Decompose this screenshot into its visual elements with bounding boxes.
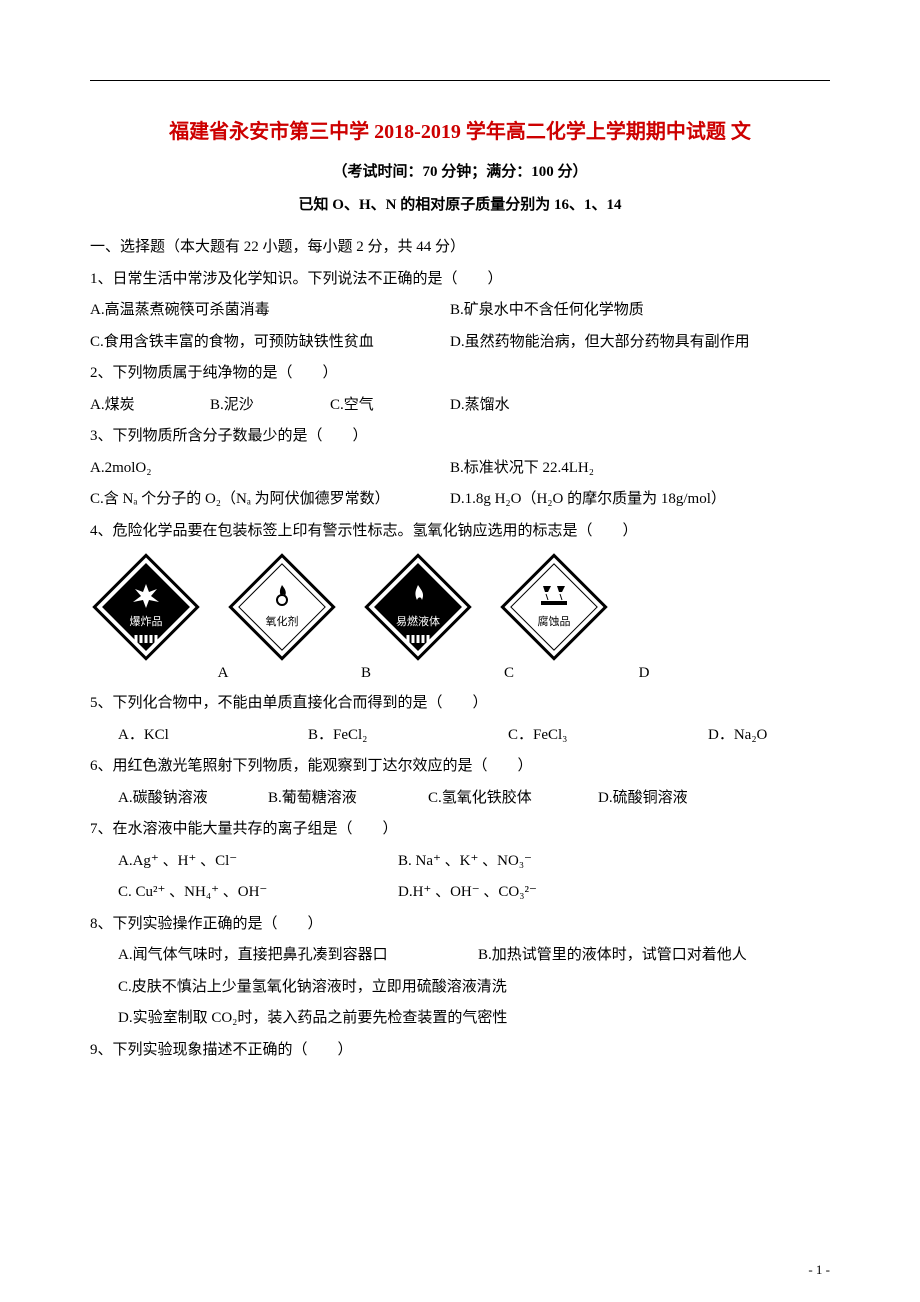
hazard-a: 爆炸品 <box>96 557 196 657</box>
q4-label-a: A <box>90 665 298 682</box>
q2-opt-c: C.空气 <box>330 390 450 422</box>
hazard-row: 爆炸品 氧化剂 易燃液体 腐蚀品 <box>96 557 830 657</box>
q4-label-d: D <box>584 665 704 682</box>
explosion-icon <box>131 582 161 608</box>
q7-stem: 7、在水溶液中能大量共存的离子组是（ ） <box>90 814 830 846</box>
flame-icon <box>406 583 430 607</box>
q3-stem: 3、下列物质所含分子数最少的是（ ） <box>90 421 830 453</box>
q7-row2: C. Cu²⁺ 、NH₄⁺ 、OH⁻ D.H⁺ 、OH⁻ 、CO₃²⁻ <box>90 877 830 909</box>
q5-opt-a: A．KCl <box>118 720 308 752</box>
page-number: - 1 - <box>808 1262 830 1278</box>
q6-stem: 6、用红色激光笔照射下列物质，能观察到丁达尔效应的是（ ） <box>90 751 830 783</box>
q5-opt-d: D．Na₂O <box>708 720 767 752</box>
q8-opt-a: A.闻气体气味时，直接把鼻孔凑到容器口 <box>118 940 478 972</box>
q4-letters: A B C D <box>90 665 830 682</box>
hazard-c-label: 易燃液体 <box>396 613 440 629</box>
corrosion-icon <box>539 584 569 606</box>
q5-opt-c: C．FeCl₃ <box>508 720 708 752</box>
diamond-inner <box>510 563 598 651</box>
q6-opt-b: B.葡萄糖溶液 <box>268 783 428 815</box>
q1-opt-c: C.食用含铁丰富的食物，可预防缺铁性贫血 <box>90 327 450 359</box>
q1-opt-b: B.矿泉水中不含任何化学物质 <box>450 295 790 327</box>
q7-opt-c: C. Cu²⁺ 、NH₄⁺ 、OH⁻ <box>118 877 398 909</box>
q3-row1: A.2molO₂ B.标准状况下 22.4LH₂ <box>90 453 830 485</box>
q4-label-c: C <box>434 665 584 682</box>
q7-opt-d: D.H⁺ 、OH⁻ 、CO₃²⁻ <box>398 877 537 909</box>
q3-opt-d: D.1.8g H₂O（H₂O 的摩尔质量为 18g/mol） <box>450 484 726 516</box>
exam-meta: （考试时间：70 分钟；满分：100 分） <box>90 160 830 181</box>
q7-opt-b: B. Na⁺ 、K⁺ 、NO₃⁻ <box>398 846 532 878</box>
q2-opt-b: B.泥沙 <box>210 390 330 422</box>
hazard-d-label: 腐蚀品 <box>538 613 571 629</box>
q6-opt-a: A.碳酸钠溶液 <box>118 783 268 815</box>
q2-stem: 2、下列物质属于纯净物的是（ ） <box>90 358 830 390</box>
hazard-b: 氧化剂 <box>232 557 332 657</box>
page: 福建省永安市第三中学 2018-2019 学年高二化学上学期期中试题 文 （考试… <box>0 0 920 1302</box>
q1-stem: 1、日常生活中常涉及化学知识。下列说法不正确的是（ ） <box>90 264 830 296</box>
hazard-d: 腐蚀品 <box>504 557 604 657</box>
q1-opt-a: A.高温蒸煮碗筷可杀菌消毒 <box>90 295 450 327</box>
horizontal-rule <box>90 80 830 81</box>
q2-opts: A.煤炭 B.泥沙 C.空气 D.蒸馏水 <box>90 390 830 422</box>
hazard-a-label: 爆炸品 <box>130 613 163 629</box>
q4-stem: 4、危险化学品要在包装标签上印有警示性标志。氢氧化钠应选用的标志是（ ） <box>90 516 830 548</box>
q7-row1: A.Ag⁺ 、H⁺ 、Cl⁻ B. Na⁺ 、K⁺ 、NO₃⁻ <box>90 846 830 878</box>
q9-stem: 9、下列实验现象描述不正确的（ ） <box>90 1035 830 1067</box>
q1-row1: A.高温蒸煮碗筷可杀菌消毒 B.矿泉水中不含任何化学物质 <box>90 295 830 327</box>
q8-opt-b: B.加热试管里的液体时，试管口对着他人 <box>478 940 747 972</box>
q1-row2: C.食用含铁丰富的食物，可预防缺铁性贫血 D.虽然药物能治病，但大部分药物具有副… <box>90 327 830 359</box>
q3-opt-c: C.含 Nₐ 个分子的 O₂（Nₐ 为阿伏伽德罗常数） <box>90 484 450 516</box>
q5-opts: A．KCl B．FeCl₂ C．FeCl₃ D．Na₂O <box>90 720 830 752</box>
q5-stem: 5、下列化合物中，不能由单质直接化合而得到的是（ ） <box>90 688 830 720</box>
q8-opt-c: C.皮肤不慎沾上少量氢氧化钠溶液时，立即用硫酸溶液清洗 <box>90 972 830 1004</box>
q8-stem: 8、下列实验操作正确的是（ ） <box>90 909 830 941</box>
hazard-c: 易燃液体 <box>368 557 468 657</box>
stripes-icon <box>407 635 430 643</box>
q2-opt-a: A.煤炭 <box>90 390 210 422</box>
hazard-b-label: 氧化剂 <box>266 613 299 629</box>
q3-opt-a: A.2molO₂ <box>90 453 450 485</box>
q5-opt-b: B．FeCl₂ <box>308 720 508 752</box>
q3-row2: C.含 Nₐ 个分子的 O₂（Nₐ 为阿伏伽德罗常数） D.1.8g H₂O（H… <box>90 484 830 516</box>
q6-opt-c: C.氢氧化铁胶体 <box>428 783 598 815</box>
q8-row1: A.闻气体气味时，直接把鼻孔凑到容器口 B.加热试管里的液体时，试管口对着他人 <box>90 940 830 972</box>
q6-opt-d: D.硫酸铜溶液 <box>598 783 688 815</box>
q7-opt-a: A.Ag⁺ 、H⁺ 、Cl⁻ <box>118 846 398 878</box>
q6-opts: A.碳酸钠溶液 B.葡萄糖溶液 C.氢氧化铁胶体 D.硫酸铜溶液 <box>90 783 830 815</box>
section-heading: 一、选择题（本大题有 22 小题，每小题 2 分，共 44 分） <box>90 232 830 264</box>
q3-opt-b: B.标准状况下 22.4LH₂ <box>450 453 594 485</box>
atomic-mass-note: 已知 O、H、N 的相对原子质量分别为 16、1、14 <box>90 193 830 214</box>
flame-circle-icon <box>269 582 295 608</box>
stripes-icon <box>135 635 158 643</box>
q8-opt-d: D.实验室制取 CO₂时，装入药品之前要先检查装置的气密性 <box>90 1003 830 1035</box>
q4-label-b: B <box>298 665 434 682</box>
page-title: 福建省永安市第三中学 2018-2019 学年高二化学上学期期中试题 文 <box>90 115 830 144</box>
q2-opt-d: D.蒸馏水 <box>450 390 570 422</box>
q1-opt-d: D.虽然药物能治病，但大部分药物具有副作用 <box>450 327 750 359</box>
